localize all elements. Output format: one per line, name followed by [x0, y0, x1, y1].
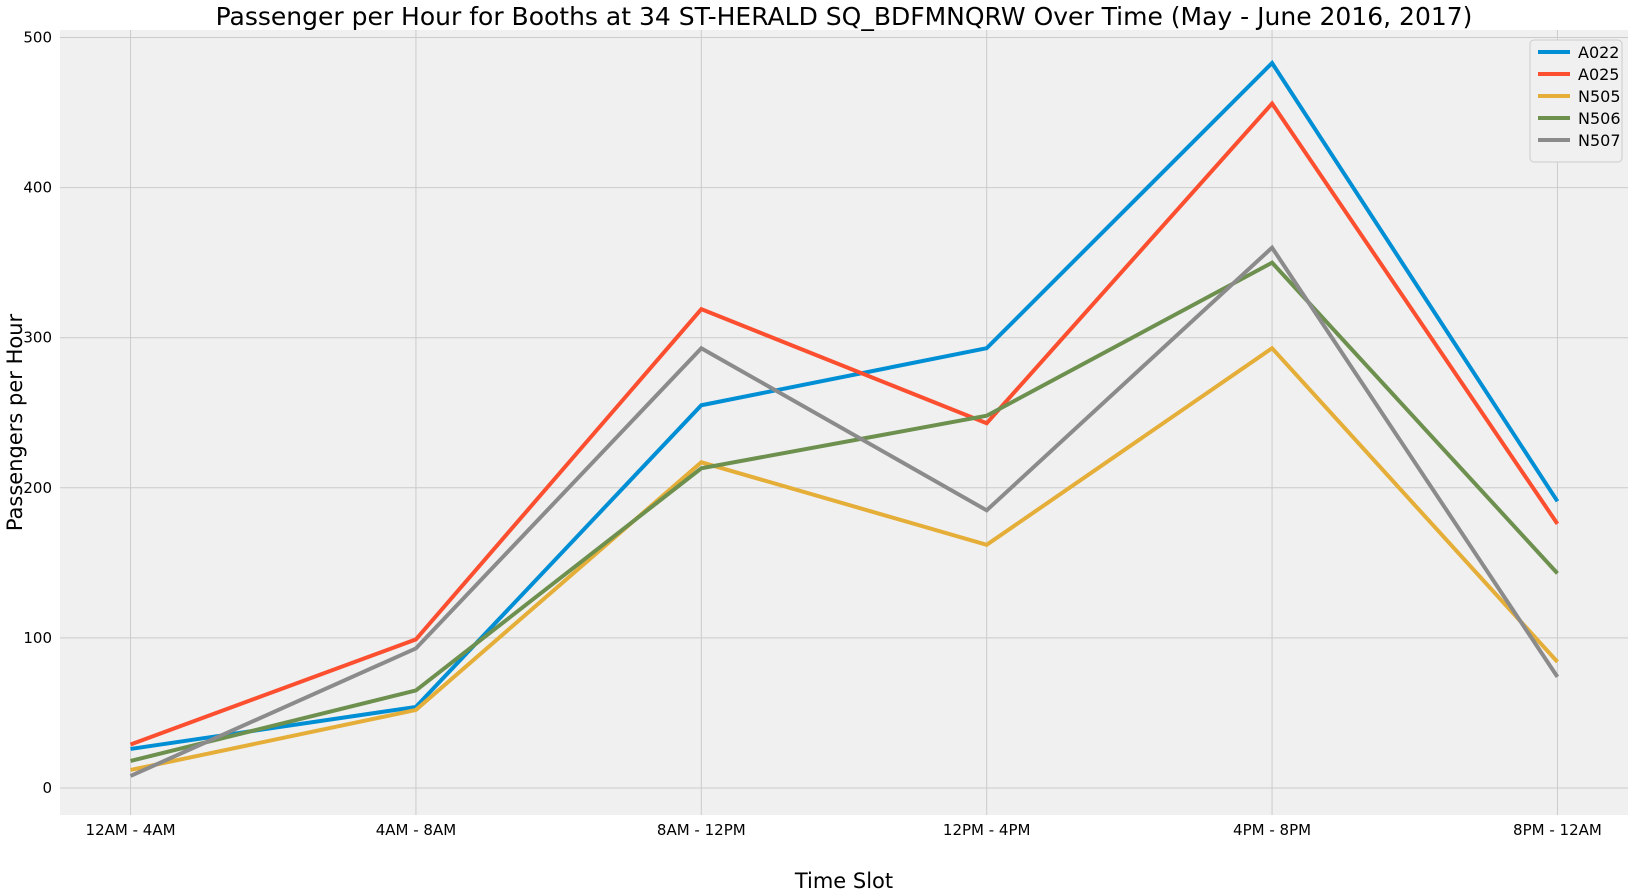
x-axis-title: Time Slot [794, 869, 893, 893]
plot-background [60, 30, 1628, 815]
legend: A022 A025 N505 N506 N507 [1529, 39, 1623, 163]
series-lines [129, 59, 1560, 778]
x-tick-label: 4PM - 8PM [1233, 821, 1311, 839]
y-tick-label: 200 [23, 479, 52, 497]
legend-label-n506: N506 [1578, 109, 1621, 128]
series-line-n505 [130, 345, 1559, 772]
x-tick-label: 8PM - 12AM [1513, 821, 1602, 839]
legend-label-n505: N505 [1578, 87, 1621, 106]
legend-label-a022: A022 [1578, 43, 1619, 62]
series-line-n506 [130, 260, 1559, 763]
legend-label-a025: A025 [1578, 65, 1619, 84]
legend-label-n507: N507 [1578, 131, 1621, 150]
chart-title: Passenger per Hour for Booths at 34 ST-H… [216, 2, 1473, 31]
x-tick-label: 4AM - 8AM [376, 821, 456, 839]
legend-box [1529, 39, 1623, 163]
x-tick-label: 12PM - 4PM [943, 821, 1031, 839]
x-tick-label: 8AM - 12PM [657, 821, 746, 839]
y-tick-label: 0 [42, 779, 52, 797]
y-axis-title: Passengers per Hour [3, 313, 27, 531]
series-line-n507 [129, 244, 1560, 778]
series-line-a022 [130, 59, 1560, 751]
x-tick-label: 12AM - 4AM [86, 821, 176, 839]
y-tick-label: 400 [23, 179, 52, 197]
y-tick-label: 100 [23, 629, 52, 647]
y-tick-labels: 0 100 200 300 400 500 [23, 29, 52, 797]
x-tick-labels: 12AM - 4AM 4AM - 8AM 8AM - 12PM 12PM - 4PM 4… [86, 821, 1602, 839]
y-tick-label: 500 [23, 29, 52, 47]
y-tick-label: 300 [23, 329, 52, 347]
series-line-a025 [129, 100, 1560, 747]
